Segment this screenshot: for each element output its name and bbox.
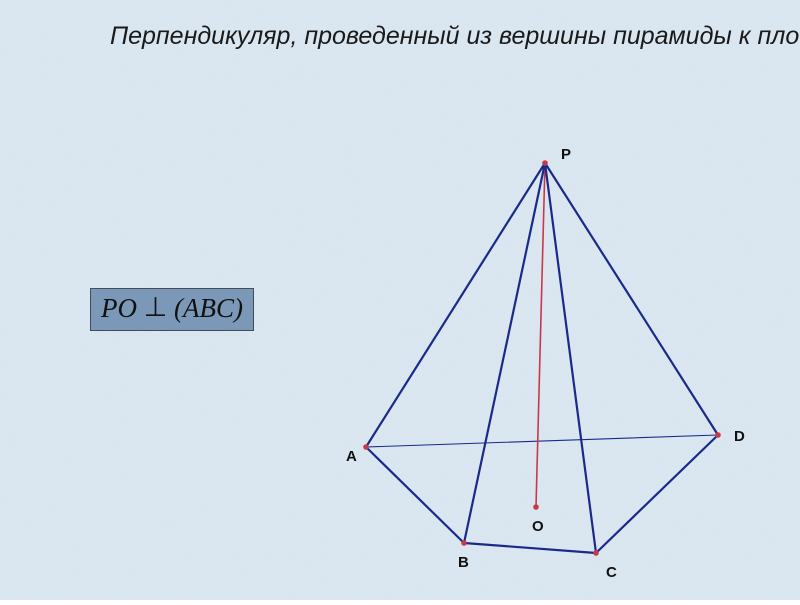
edge-P-A: [366, 163, 545, 447]
definition-word: пирамиды: [613, 22, 739, 50]
vertex-label-D: D: [734, 428, 745, 445]
vertex-label-C: С: [606, 564, 617, 581]
edge-P-O: [536, 163, 545, 507]
definition-word: проведенный: [304, 22, 466, 50]
definition-word: из: [467, 22, 499, 50]
pyramid-diagram: Р А В С D О: [300, 145, 770, 595]
vertex-A: [363, 444, 369, 450]
vertex-D: [715, 432, 721, 438]
definition-word: плоскости: [757, 22, 800, 50]
edge-A-B: [366, 447, 464, 543]
vertex-B: [461, 540, 467, 546]
vertex-label-O: О: [532, 518, 544, 535]
definition-word: Перпендикуляр,: [110, 22, 304, 50]
vertex-label-P: Р: [561, 146, 571, 163]
formula-box: PO ⊥ (ABC): [90, 288, 254, 331]
edge-P-B: [464, 163, 545, 543]
edge-P-D: [545, 163, 718, 435]
vertex-C: [593, 550, 599, 556]
definition-word: вершины: [499, 22, 613, 50]
definition-word: к: [739, 22, 758, 50]
vertex-O: [533, 504, 539, 510]
formula-rhs: (ABC): [174, 293, 243, 323]
formula-lhs: PO: [101, 293, 137, 323]
vertex-P: [542, 160, 548, 166]
vertex-label-A: А: [346, 448, 357, 465]
edge-P-C: [545, 163, 596, 553]
edge-C-D: [596, 435, 718, 553]
vertex-label-B: В: [458, 554, 469, 571]
definition-text: Перпендикуляр, проведенный из вершины пи…: [110, 20, 670, 54]
edge-A-D: [366, 435, 718, 447]
edge-B-C: [464, 543, 596, 553]
perp-symbol: ⊥: [144, 292, 168, 323]
